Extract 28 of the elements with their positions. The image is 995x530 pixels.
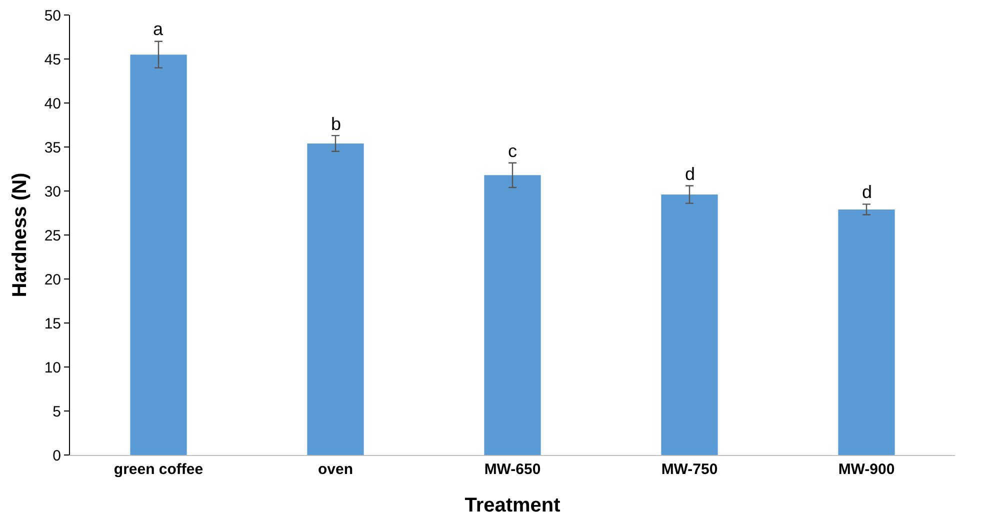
x-tick-label: MW-750: [661, 461, 718, 478]
y-tick-label: 0: [52, 447, 61, 464]
annotation: d: [685, 164, 696, 184]
y-tick-label: 25: [44, 227, 61, 244]
y-tick-label: 45: [44, 51, 61, 68]
y-tick-label: 35: [44, 139, 61, 156]
x-axis-title: Treatment: [464, 494, 561, 516]
x-tick-label: green coffee: [114, 461, 204, 478]
x-tick-label: MW-650: [484, 461, 541, 478]
annotation: d: [862, 182, 872, 202]
y-tick-label: 15: [44, 315, 61, 332]
bar: [838, 209, 895, 455]
bar: [661, 194, 718, 455]
y-tick-label: 20: [44, 271, 61, 288]
y-axis-title: Hardness (N): [8, 172, 31, 298]
bar: [307, 143, 364, 455]
annotation: b: [331, 114, 342, 134]
y-tick-label: 5: [52, 403, 61, 420]
y-tick-label: 10: [44, 359, 61, 376]
annotation: c: [508, 141, 517, 161]
y-tick-label: 50: [44, 7, 61, 24]
annotation: a: [153, 19, 164, 39]
x-tick-label: MW-900: [838, 461, 895, 478]
bar: [130, 54, 187, 455]
bar: [484, 175, 541, 455]
y-tick-label: 40: [44, 95, 61, 112]
y-tick-label: 30: [44, 183, 61, 200]
x-tick-label: oven: [318, 461, 354, 478]
